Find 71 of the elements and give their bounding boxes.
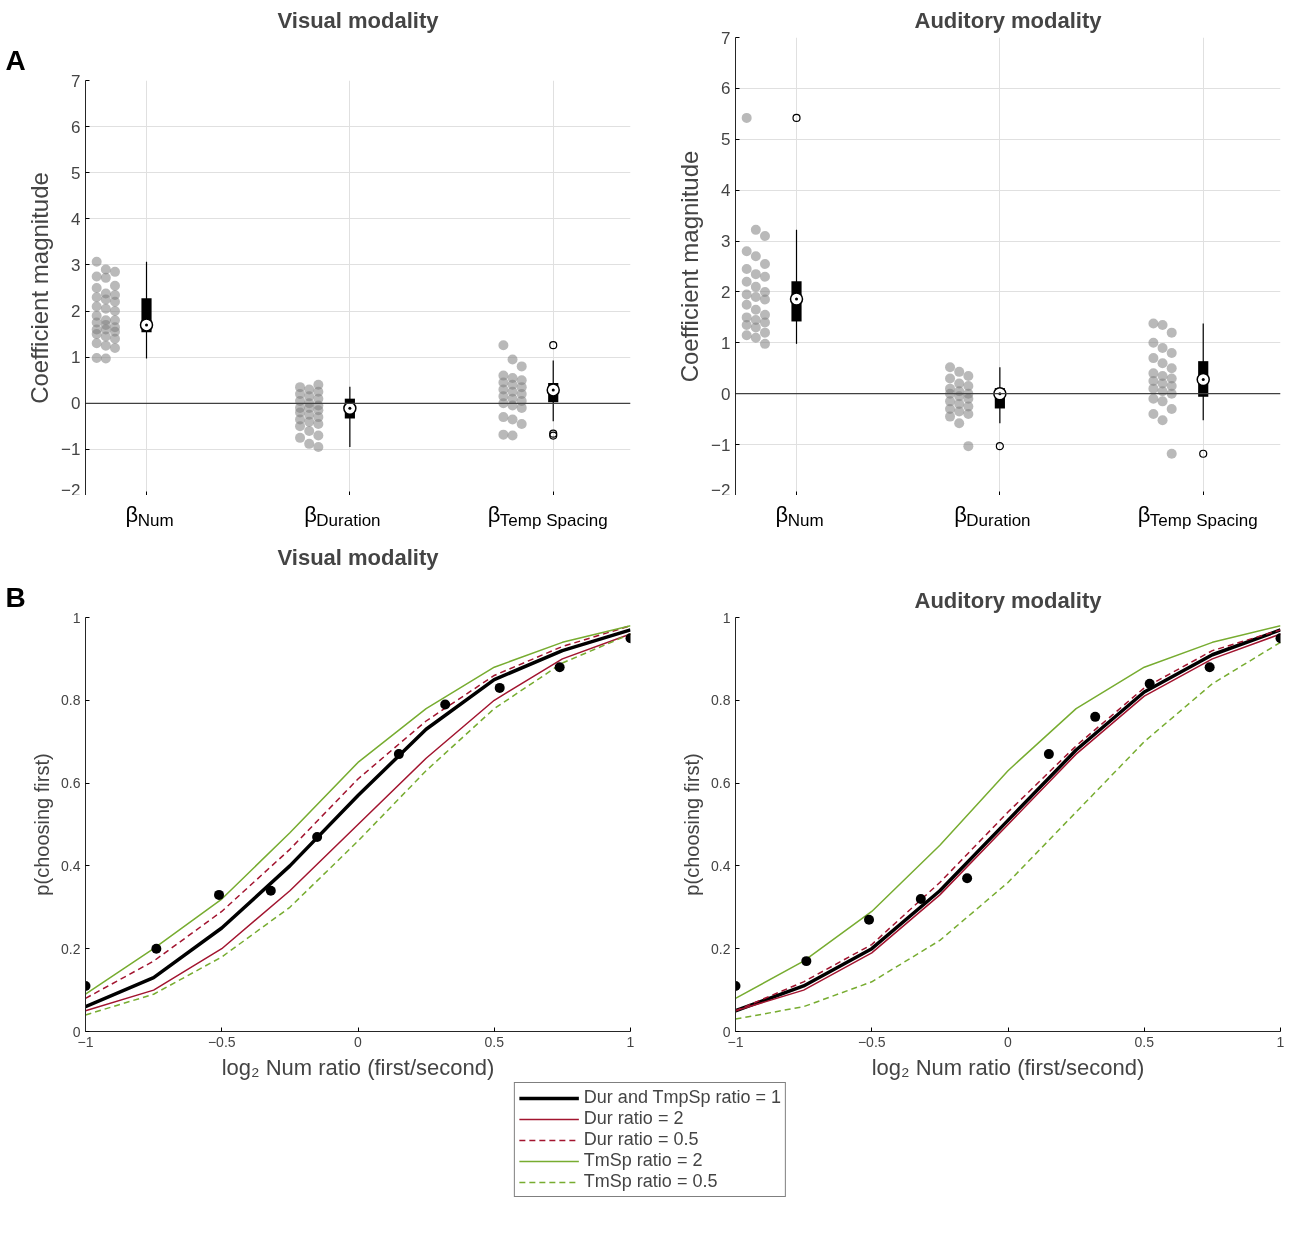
y-tick-label: 0 <box>71 394 81 414</box>
y-tick-label: 6 <box>71 117 81 137</box>
y-axis-title: Coefficient magnitude <box>26 172 54 404</box>
legend-label: TmSp ratio = 0.5 <box>583 1171 718 1192</box>
y-axis-title: p(choosing first) <box>681 753 704 896</box>
x-tick-label: 0.5 <box>484 1033 505 1050</box>
point <box>1144 678 1155 689</box>
point <box>1043 749 1054 760</box>
y-tick-label: 0.8 <box>61 692 81 709</box>
y-axis-title: p(choosing first) <box>31 753 54 896</box>
y-tick-label: 1 <box>722 609 731 626</box>
point <box>312 831 323 842</box>
point <box>151 943 162 954</box>
y-tick-label: 0.6 <box>711 775 731 792</box>
x-tick-label: −0.5 <box>857 1033 886 1050</box>
y-tick-label: 2 <box>721 282 731 302</box>
y-tick-label: 0.6 <box>61 775 81 792</box>
point <box>393 749 404 760</box>
y-tick-label: 0.4 <box>711 857 731 874</box>
y-tick-label: −1 <box>61 440 81 460</box>
y-tick-label: 0 <box>721 384 731 404</box>
y-tick-label: 1 <box>72 609 81 626</box>
x-tick-label: 0.5 <box>1134 1033 1155 1050</box>
point <box>494 682 505 693</box>
y-axis-title: Coefficient magnitude <box>676 150 704 383</box>
point <box>864 914 875 925</box>
y-tick-label: 4 <box>721 181 731 201</box>
x-tick-label: −0.5 <box>207 1033 236 1050</box>
y-tick-label: 7 <box>71 71 81 91</box>
y-tick-label: −1 <box>711 435 731 455</box>
y-tick-label: 0.8 <box>711 692 731 709</box>
x-tick-label: 0 <box>354 1033 363 1050</box>
legend-label: Dur and TmpSp ratio = 1 <box>583 1087 782 1108</box>
y-tick-label: 7 <box>721 28 731 48</box>
y-tick-label: −2 <box>711 480 731 500</box>
point <box>214 889 225 900</box>
legend-label: Dur ratio = 2 <box>583 1108 684 1129</box>
y-tick-label: 2 <box>71 302 81 322</box>
point <box>1090 711 1101 722</box>
y-tick-label: 1 <box>71 348 81 368</box>
y-tick-label: 5 <box>71 163 81 183</box>
point <box>1204 662 1215 673</box>
legend-label: Dur ratio = 0.5 <box>583 1129 699 1150</box>
y-tick-label: 5 <box>721 130 731 150</box>
x-axis-title: log₂ Num ratio (first/second) <box>221 1054 495 1080</box>
y-tick-label: 1 <box>721 333 731 353</box>
point <box>265 885 276 896</box>
x-tick-label: 1 <box>626 1033 635 1050</box>
y-tick-label: 0.2 <box>711 940 731 957</box>
point <box>962 873 973 884</box>
text: B <box>5 581 26 613</box>
chart-title: Visual modality <box>277 7 440 33</box>
y-tick-label: −2 <box>61 480 81 500</box>
point <box>801 956 812 967</box>
legend-label: TmSp ratio = 2 <box>583 1150 703 1171</box>
y-tick-label: 3 <box>721 232 731 252</box>
y-tick-label: 6 <box>721 79 731 99</box>
chart-title: Visual modality <box>277 544 440 570</box>
y-tick-label: 0.2 <box>61 940 81 957</box>
y-tick-label: 4 <box>71 209 81 229</box>
text: A <box>5 44 26 76</box>
x-tick-label: 0 <box>1004 1033 1013 1050</box>
point <box>440 699 451 710</box>
point <box>554 662 565 673</box>
y-tick-label: 3 <box>71 255 81 275</box>
x-tick-label: 1 <box>1276 1033 1285 1050</box>
x-axis-title: log₂ Num ratio (first/second) <box>871 1054 1145 1080</box>
y-tick-label: 0.4 <box>61 857 81 874</box>
chart-title: Auditory modality <box>914 587 1103 613</box>
chart-title: Auditory modality <box>914 7 1103 33</box>
point <box>915 894 926 905</box>
